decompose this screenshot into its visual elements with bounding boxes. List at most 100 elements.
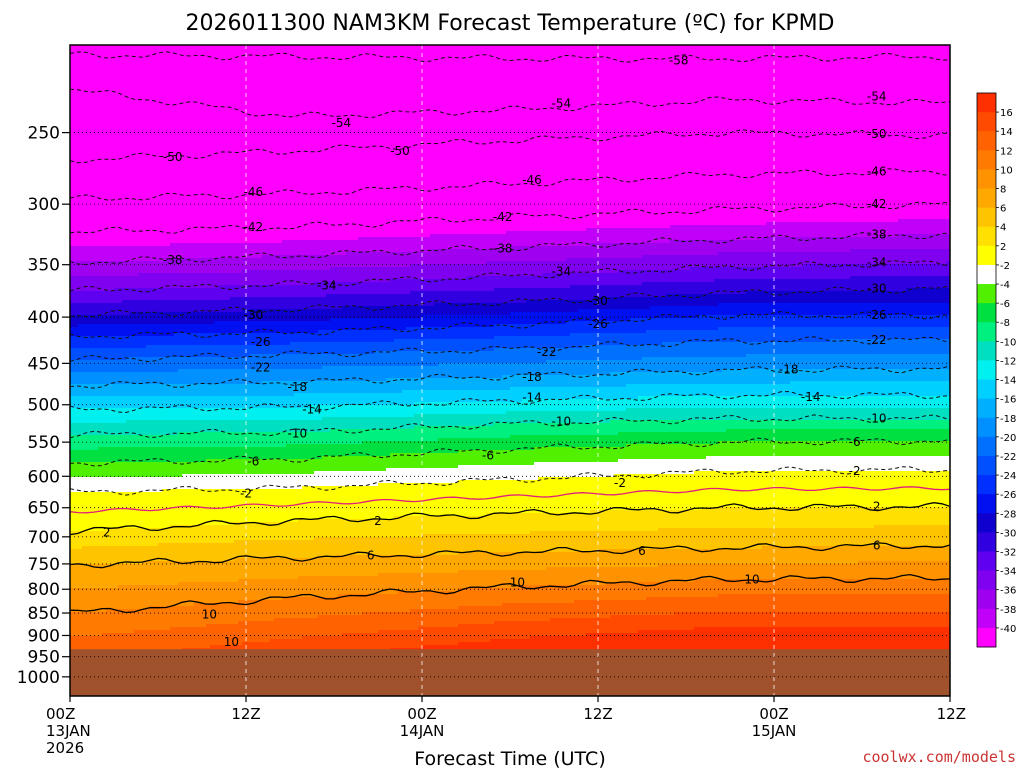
temperature-cell <box>234 45 239 244</box>
temperature-cell <box>478 552 483 571</box>
temperature-cell <box>678 357 683 373</box>
temperature-cell <box>298 342 303 355</box>
temperature-cell <box>490 390 495 403</box>
temperature-cell <box>522 423 527 436</box>
temperature-cell <box>130 477 135 493</box>
temperature-cell <box>502 450 507 466</box>
temperature-cell <box>214 420 219 433</box>
temperature-cell <box>366 537 371 556</box>
temperature-cell <box>662 408 667 421</box>
temperature-cell <box>538 462 543 478</box>
temperature-cell <box>582 360 587 376</box>
temperature-cell <box>378 237 383 253</box>
temperature-cell <box>742 507 747 529</box>
temperature-cell <box>646 345 651 358</box>
temperature-cell <box>370 417 375 430</box>
temperature-cell <box>414 378 419 391</box>
temperature-cell <box>142 261 147 274</box>
temperature-cell <box>170 543 175 562</box>
temperature-cell <box>598 423 603 436</box>
temperature-cell <box>510 363 515 376</box>
temperature-cell <box>734 267 739 280</box>
temperature-cell <box>606 333 611 346</box>
temperature-cell <box>514 375 519 388</box>
temperature-cell <box>318 369 323 382</box>
temperature-cell <box>310 519 315 541</box>
temperature-cell <box>78 246 83 262</box>
temperature-cell <box>718 315 723 328</box>
temperature-cell <box>666 582 671 598</box>
temperature-cell <box>706 342 711 358</box>
temperature-cell <box>158 372 163 385</box>
temperature-cell <box>230 603 235 625</box>
temperature-cell <box>378 612 383 631</box>
temperature-cell <box>670 318 675 331</box>
temperature-cell <box>582 345 587 361</box>
temperature-cell <box>658 444 663 460</box>
temperature-cell <box>714 255 719 268</box>
temperature-cell <box>746 315 751 328</box>
temperature-cell <box>686 432 691 445</box>
temperature-cell <box>382 393 387 406</box>
temperature-cell <box>298 393 303 409</box>
temperature-cell <box>222 543 227 562</box>
temperature-cell <box>422 306 427 316</box>
temperature-cell <box>746 429 751 442</box>
temperature-cell <box>698 330 703 343</box>
temperature-cell <box>362 342 367 355</box>
temperature-cell <box>270 408 275 421</box>
temperature-cell <box>730 369 735 385</box>
temperature-cell <box>446 303 451 316</box>
temperature-cell <box>610 582 615 601</box>
temperature-cell <box>674 564 679 583</box>
temperature-cell <box>534 411 539 424</box>
temperature-cell <box>194 432 199 448</box>
temperature-cell <box>178 288 183 301</box>
temperature-cell <box>526 480 531 514</box>
temperature-cell <box>450 591 455 610</box>
temperature-cell <box>250 558 255 580</box>
temperature-cell <box>706 306 711 316</box>
temperature-cell <box>218 258 223 274</box>
temperature-cell <box>650 228 655 244</box>
temperature-cell <box>86 246 91 262</box>
temperature-cell <box>406 441 411 454</box>
temperature-cell <box>110 336 115 349</box>
temperature-cell <box>606 360 611 376</box>
temperature-cell <box>474 516 479 535</box>
temperature-cell <box>130 261 135 277</box>
temperature-cell <box>742 240 747 253</box>
temperature-cell <box>358 594 363 616</box>
temperature-cell <box>626 372 631 385</box>
temperature-cell <box>598 345 603 361</box>
temperature-cell <box>742 429 747 442</box>
temperature-cell <box>310 459 315 475</box>
temperature-cell <box>418 627 423 649</box>
temperature-cell <box>358 633 363 652</box>
temperature-cell <box>558 513 563 532</box>
temperature-cell <box>470 606 475 625</box>
temperature-cell <box>194 258 199 274</box>
temperature-cell <box>238 522 243 541</box>
temperature-cell <box>150 435 155 448</box>
temperature-cell <box>130 348 135 358</box>
temperature-cell <box>218 582 223 604</box>
temperature-cell <box>642 318 647 334</box>
temperature-cell <box>638 531 643 550</box>
temperature-cell <box>590 228 595 244</box>
temperature-cell <box>130 609 135 634</box>
temperature-cell <box>262 408 267 421</box>
temperature-cell <box>302 636 307 658</box>
temperature-cell <box>250 384 255 397</box>
temperature-cell <box>666 228 671 244</box>
temperature-cell <box>174 45 179 244</box>
temperature-cell <box>222 243 227 259</box>
temperature-cell <box>210 543 215 562</box>
temperature-cell <box>158 246 163 262</box>
temperature-cell <box>106 423 111 436</box>
temperature-cell <box>754 252 759 268</box>
temperature-cell <box>206 459 211 475</box>
temperature-cell <box>222 258 227 274</box>
temperature-cell <box>262 447 267 460</box>
temperature-cell <box>82 531 87 547</box>
